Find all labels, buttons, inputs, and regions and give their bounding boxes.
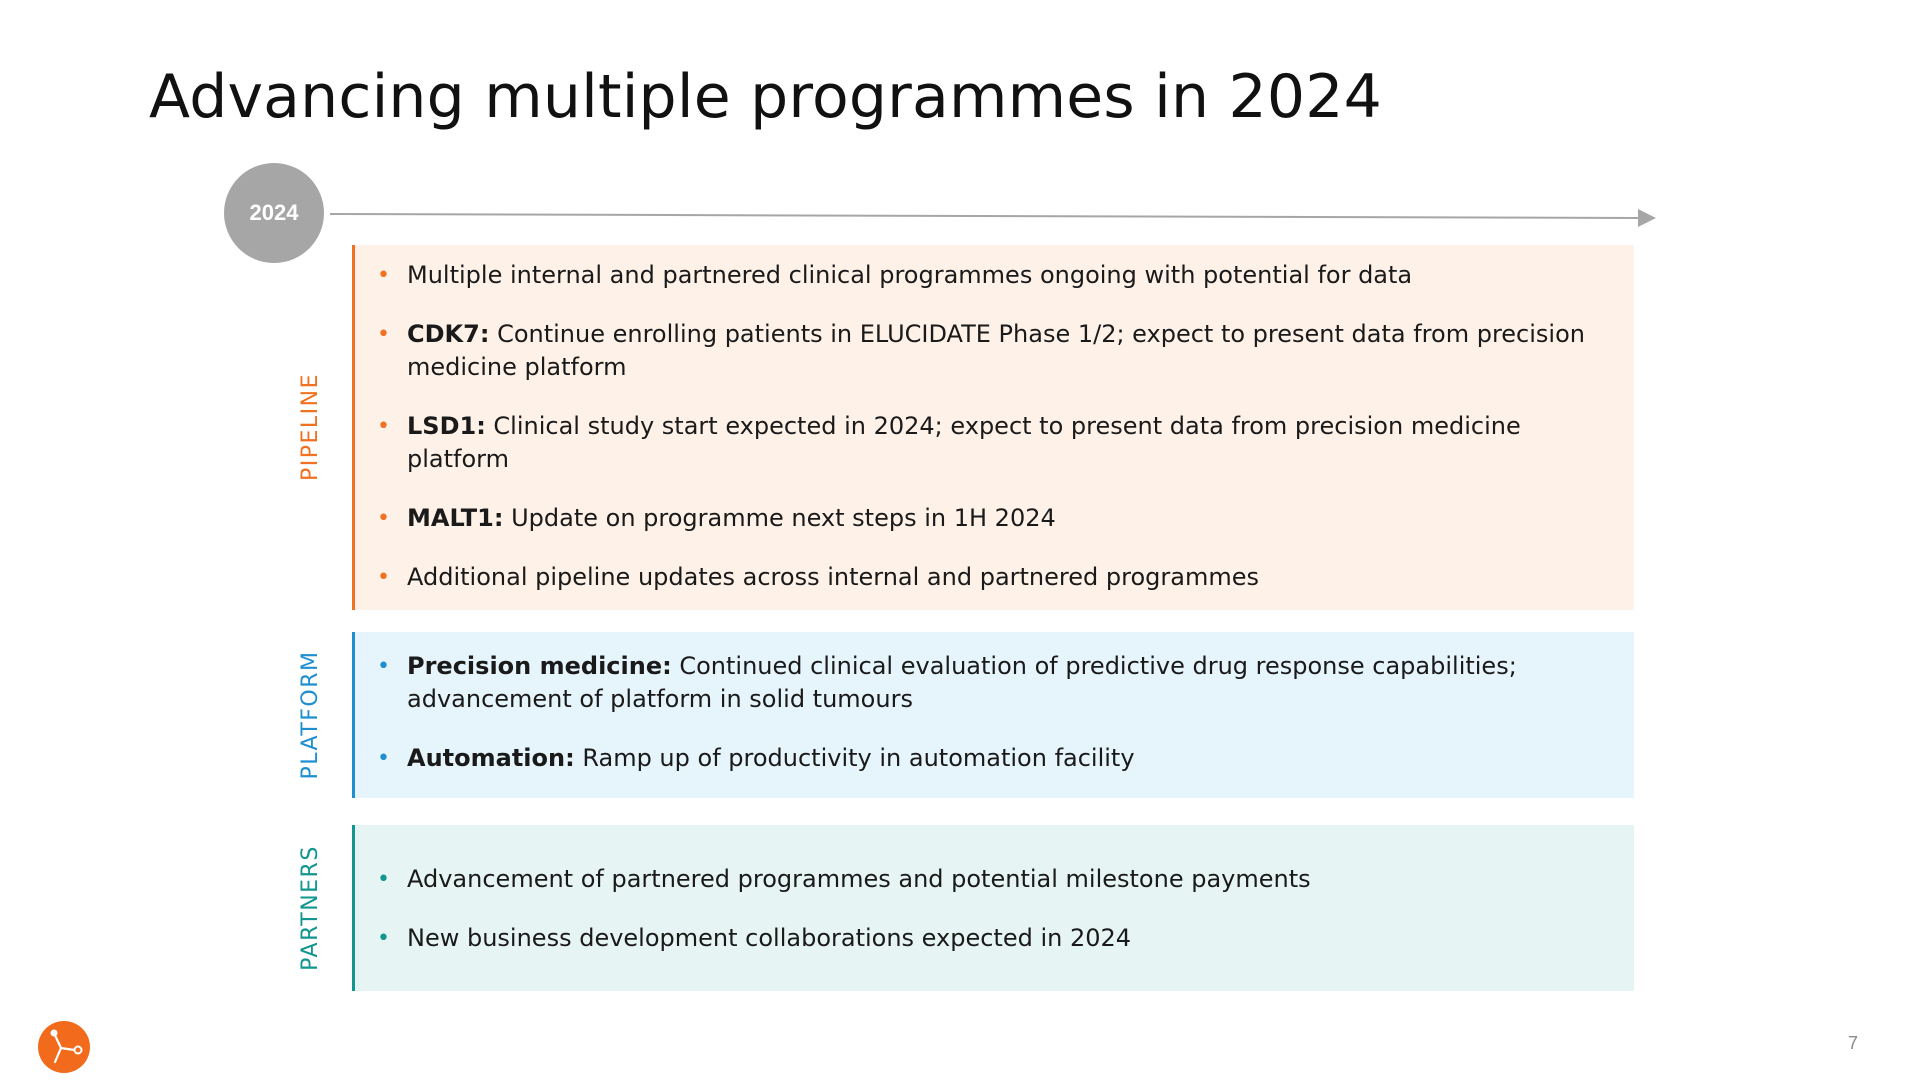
bullet-icon: • bbox=[377, 926, 390, 951]
bullet-icon: • bbox=[377, 322, 390, 347]
bullet-icon: • bbox=[377, 565, 390, 590]
bullet-icon: • bbox=[377, 506, 390, 531]
list-item: • MALT1: Update on programme next steps i… bbox=[377, 502, 1614, 535]
year-badge: 2024 bbox=[224, 163, 324, 263]
bullet-icon: • bbox=[377, 414, 390, 439]
section-label-partners: PARTNERS bbox=[298, 845, 323, 971]
timeline-arrow bbox=[329, 209, 1656, 227]
bullet-icon: • bbox=[377, 867, 390, 892]
list-item: • Automation: Ramp up of productivity in … bbox=[377, 742, 1614, 775]
list-item: • Advancement of partnered programmes and… bbox=[377, 863, 1614, 896]
platform-panel: • Precision medicine: Continued clinical … bbox=[352, 632, 1634, 798]
section-label-pipeline: PIPELINE bbox=[298, 372, 323, 482]
list-item: • Additional pipeline updates across inte… bbox=[377, 561, 1614, 594]
list-item: • New business development collaborations… bbox=[377, 922, 1614, 955]
list-item: • Multiple internal and partnered clinica… bbox=[377, 259, 1614, 292]
partners-bullet-list: • Advancement of partnered programmes and… bbox=[377, 863, 1614, 955]
bullet-icon: • bbox=[377, 654, 390, 679]
partners-panel: • Advancement of partnered programmes and… bbox=[352, 825, 1634, 991]
platform-bullet-list: • Precision medicine: Continued clinical … bbox=[377, 650, 1614, 775]
list-item: • Precision medicine: Continued clinical … bbox=[377, 652, 1517, 713]
slide-title: Advancing multiple programmes in 2024 bbox=[149, 62, 1382, 132]
bullet-icon: • bbox=[377, 746, 390, 771]
bullet-icon: • bbox=[377, 263, 390, 288]
list-item: • LSD1: Clinical study start expected in … bbox=[377, 412, 1521, 473]
page-number: 7 bbox=[1848, 1033, 1859, 1053]
list-item: • CDK7: Continue enrolling patients in EL… bbox=[377, 320, 1585, 381]
pipeline-bullet-list: • Multiple internal and partnered clinica… bbox=[377, 259, 1614, 594]
molecule-logo-icon bbox=[38, 1021, 90, 1073]
pipeline-panel: • Multiple internal and partnered clinica… bbox=[352, 245, 1634, 610]
